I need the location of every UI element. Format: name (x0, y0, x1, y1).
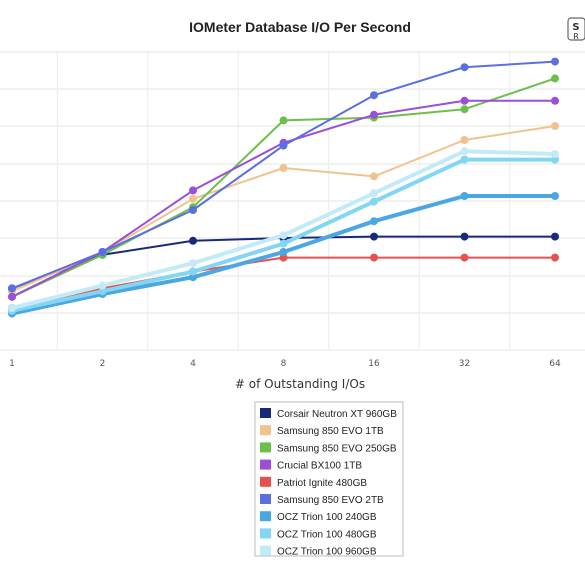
data-point (8, 284, 16, 293)
x-axis-ticks: 1 2 4 8 16 32 64 (9, 359, 561, 369)
gridlines (0, 50, 585, 351)
data-point (551, 155, 559, 164)
series-ocz-trion-100-960gb (8, 147, 559, 312)
legend-swatch (260, 442, 271, 453)
data-point (279, 164, 288, 172)
series-ocz-trion-100-240gb (8, 192, 559, 318)
x-tick-label: 8 (281, 359, 287, 369)
data-point (8, 304, 16, 312)
series-samsung-850-evo-250gb (8, 74, 559, 301)
data-point (189, 206, 197, 214)
series-line (11, 256, 555, 309)
data-point (189, 259, 197, 268)
legend-label: Samsung 850 EVO 2TB (277, 495, 384, 506)
series-layer (8, 57, 559, 318)
legend-label: Crucial BX100 1TB (277, 461, 362, 472)
data-point (189, 194, 197, 203)
data-point (98, 287, 107, 296)
data-point (279, 253, 288, 262)
data-point (279, 231, 288, 240)
data-point (551, 232, 559, 241)
x-tick-label: 1 (9, 359, 15, 369)
data-point (460, 63, 469, 72)
legend-swatch (260, 459, 271, 470)
legend-swatch (260, 408, 271, 418)
data-point (189, 267, 197, 276)
data-point (189, 273, 197, 282)
logo-icon: S R (567, 17, 585, 41)
series-patriot-ignite-480gb (8, 253, 559, 312)
legend-label: Samsung 850 EVO 250GB (277, 443, 397, 454)
data-point (370, 253, 378, 262)
data-point (279, 116, 288, 125)
x-tick-label: 64 (549, 359, 561, 369)
legend-swatch (260, 476, 271, 487)
legend-label: Corsair Neutron XT 960GB (277, 409, 397, 420)
legend-box (254, 401, 404, 557)
legend-swatch (260, 511, 271, 522)
series-samsung-850-evo-2tb (8, 57, 559, 293)
data-point (460, 105, 469, 114)
svg-text:R: R (573, 32, 579, 41)
data-point (460, 136, 469, 144)
data-point (551, 253, 559, 262)
series-crucial-bx100-1tb (8, 96, 559, 301)
data-point (460, 232, 469, 241)
data-point (279, 248, 288, 256)
data-point (189, 236, 197, 245)
svg-text:S: S (572, 22, 579, 33)
data-point (370, 189, 378, 198)
x-tick-label: 32 (459, 359, 470, 369)
data-point (98, 248, 107, 256)
data-point (551, 192, 559, 200)
legend: Corsair Neutron XT 960GB Samsung 850 EVO … (254, 401, 404, 558)
series-ocz-trion-100-480gb (8, 155, 559, 315)
data-point (370, 232, 378, 241)
series-line (11, 77, 556, 298)
data-point (551, 96, 559, 105)
x-tick-label: 16 (368, 359, 380, 369)
legend-label: Patriot Ignite 480GB (277, 478, 367, 489)
legend-swatch (260, 528, 271, 539)
data-point (551, 122, 559, 130)
chart-title: IOMeter Database I/O Per Second (189, 19, 411, 35)
data-point (279, 141, 288, 150)
data-point (551, 74, 559, 83)
data-point (460, 192, 469, 200)
legend-label: Samsung 850 EVO 1TB (277, 426, 384, 437)
legend-label: OCZ Trion 100 240GB (277, 512, 377, 523)
data-point (370, 110, 378, 119)
legend-label: OCZ Trion 100 480GB (277, 529, 377, 540)
data-point (370, 172, 378, 181)
series-line (11, 99, 555, 298)
data-point (370, 197, 378, 206)
data-point (8, 292, 16, 301)
legend-swatch (260, 545, 271, 556)
x-tick-label: 2 (100, 359, 106, 369)
data-point (98, 281, 107, 290)
legend-label: OCZ Trion 100 960GB (277, 547, 377, 558)
data-point (370, 91, 378, 100)
x-axis-label: # of Outstanding I/Os (235, 377, 365, 391)
data-point (189, 186, 197, 195)
legend-swatch (260, 425, 271, 436)
data-point (460, 96, 469, 105)
data-point (460, 147, 469, 156)
legend-swatch (260, 494, 271, 504)
data-point (279, 239, 288, 248)
data-point (460, 253, 469, 262)
data-point (551, 150, 559, 158)
data-point (370, 217, 378, 226)
data-point (460, 155, 469, 164)
data-point (551, 57, 559, 66)
x-tick-label: 4 (190, 359, 196, 369)
series-line (11, 149, 556, 310)
